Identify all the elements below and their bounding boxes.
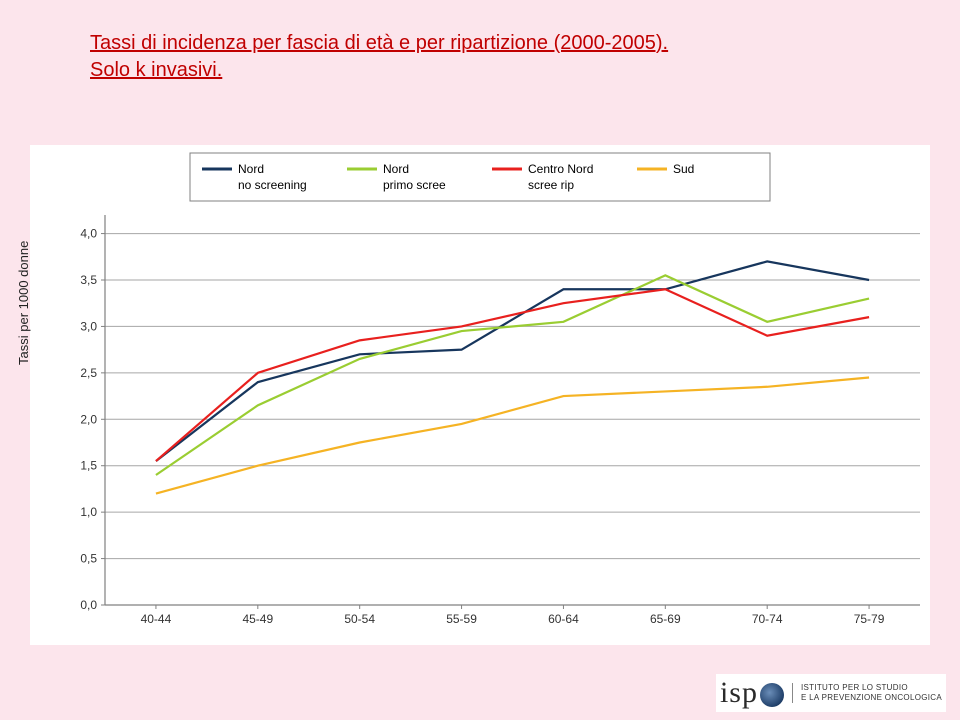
title-line-2: Solo k invasivi. <box>90 59 222 81</box>
svg-text:4,0: 4,0 <box>80 227 97 241</box>
svg-text:3,5: 3,5 <box>80 273 97 287</box>
svg-text:0,0: 0,0 <box>80 598 97 612</box>
svg-text:no screening: no screening <box>238 178 307 192</box>
svg-text:Nord: Nord <box>238 162 264 176</box>
chart-title: Tassi di incidenza per fascia di età e p… <box>90 30 668 84</box>
svg-text:Nord: Nord <box>383 162 409 176</box>
svg-text:50-54: 50-54 <box>344 612 375 626</box>
svg-text:0,5: 0,5 <box>80 552 97 566</box>
svg-text:1,0: 1,0 <box>80 505 97 519</box>
svg-text:3,0: 3,0 <box>80 319 97 333</box>
svg-text:45-49: 45-49 <box>242 612 273 626</box>
svg-text:Centro Nord: Centro Nord <box>528 162 593 176</box>
svg-text:55-59: 55-59 <box>446 612 477 626</box>
svg-text:Sud: Sud <box>673 162 694 176</box>
brand-mark: isp <box>720 676 784 710</box>
svg-text:65-69: 65-69 <box>650 612 681 626</box>
line-chart: 0,0 0,5 1,0 1,5 2,0 2,5 3,0 3,5 4,0 40-44 45-49 50-… <box>30 145 930 645</box>
svg-text:75-79: 75-79 <box>854 612 885 626</box>
chart-container: Tassi per 1000 donne 0,00,51,01,52,02,53… <box>30 145 930 645</box>
brand-subtitle: ISTITUTO PER LO STUDIO E LA PREVENZIONE … <box>792 683 942 702</box>
brand-logo: isp ISTITUTO PER LO STUDIO E LA PREVENZI… <box>716 674 946 712</box>
y-axis-label: Tassi per 1000 donne <box>16 241 31 365</box>
brand-o-icon <box>760 683 784 707</box>
svg-text:60-64: 60-64 <box>548 612 579 626</box>
brand-text: isp <box>720 676 758 710</box>
svg-text:2,0: 2,0 <box>80 412 97 426</box>
svg-text:1,5: 1,5 <box>80 459 97 473</box>
svg-text:scree rip: scree rip <box>528 178 574 192</box>
svg-text:70-74: 70-74 <box>752 612 783 626</box>
svg-text:2,5: 2,5 <box>80 366 97 380</box>
brand-sub1: ISTITUTO PER LO STUDIO <box>801 683 908 692</box>
brand-sub2: E LA PREVENZIONE ONCOLOGICA <box>801 693 942 702</box>
title-line-1: Tassi di incidenza per fascia di età e p… <box>90 32 668 54</box>
svg-text:primo scree: primo scree <box>383 178 446 192</box>
svg-text:40-44: 40-44 <box>141 612 172 626</box>
